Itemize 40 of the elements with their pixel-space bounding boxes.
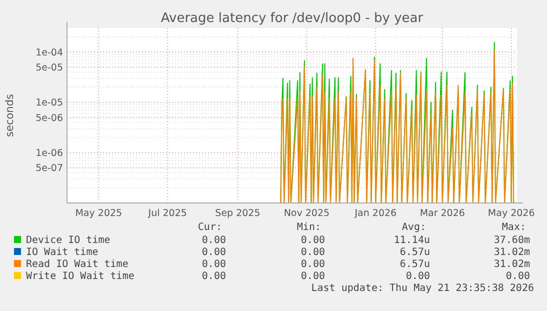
text: Last update: Thu May 21 23:35:38 2026 bbox=[311, 283, 534, 294]
text: 0.00 bbox=[300, 247, 325, 258]
text: 0.00 bbox=[406, 271, 430, 282]
legend-label: Write IO Wait time bbox=[26, 271, 134, 282]
x-tick-label: Nov 2025 bbox=[284, 208, 330, 219]
y-tick-label: 1e-06 bbox=[36, 148, 63, 159]
text: 37.60m bbox=[494, 235, 530, 246]
x-tick-label: Mar 2026 bbox=[420, 208, 465, 219]
text: 31.02m bbox=[494, 259, 530, 270]
y-tick-label: 1e-05 bbox=[36, 98, 63, 109]
legend-label: Device IO time bbox=[26, 235, 110, 246]
text: 0.00 bbox=[202, 247, 226, 258]
y-tick-label: 5e-05 bbox=[36, 62, 63, 74]
text: 0.00 bbox=[202, 235, 226, 246]
chart-title: Average latency for /dev/loop0 - by year bbox=[160, 11, 424, 26]
text: Max: bbox=[502, 222, 526, 233]
text: 6.57u bbox=[400, 247, 430, 258]
text: 31.02m bbox=[494, 247, 530, 258]
text: 6.57u bbox=[400, 259, 430, 270]
x-tick-label: Jul 2025 bbox=[147, 208, 187, 219]
text: 0.00 bbox=[300, 235, 325, 246]
x-tick-label: May 2026 bbox=[488, 208, 535, 219]
text: 0.00 bbox=[202, 259, 226, 270]
x-tick-label: Sep 2025 bbox=[215, 208, 260, 219]
text: 0.00 bbox=[300, 271, 325, 282]
text: Avg: bbox=[402, 222, 426, 233]
text: 0.00 bbox=[202, 271, 226, 282]
text: Min: bbox=[296, 222, 321, 233]
y-tick-label: 5e-06 bbox=[36, 112, 63, 124]
text: 0.00 bbox=[506, 271, 530, 282]
y-tick-label: 1e-04 bbox=[36, 47, 63, 58]
legend-label: IO Wait time bbox=[26, 247, 98, 258]
y-tick-label: 5e-07 bbox=[36, 163, 63, 174]
x-tick-label: Jan 2026 bbox=[354, 208, 397, 219]
x-tick-label: May 2025 bbox=[75, 208, 122, 219]
text: 11.14u bbox=[394, 235, 430, 246]
legend-label: Read IO Wait time bbox=[26, 259, 128, 270]
y-axis-title: seconds bbox=[4, 94, 16, 137]
text: Cur: bbox=[198, 222, 222, 233]
text: 0.00 bbox=[300, 259, 325, 270]
